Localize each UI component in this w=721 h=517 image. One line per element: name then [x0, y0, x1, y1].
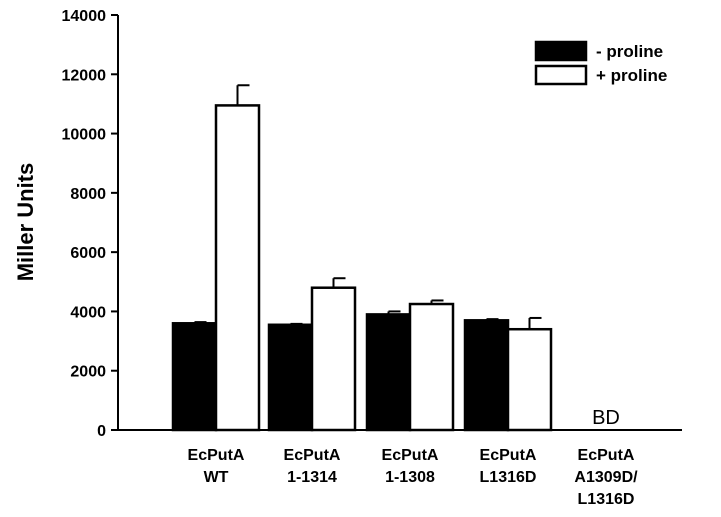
x-category-label: EcPutA A1309D/L1316D: [574, 447, 638, 508]
legend-entry-label: + proline: [596, 66, 667, 85]
bar-minus-proline: [267, 323, 314, 432]
y-tick-label: 4000: [70, 304, 106, 321]
y-tick-label: 12000: [62, 67, 107, 84]
legend-swatch: [534, 64, 588, 86]
annotation-bd: BD: [592, 407, 620, 429]
x-category-label: EcPutA L1316D: [480, 447, 537, 486]
bar-plus-proline: [310, 286, 357, 432]
x-category-label: EcPutA 1-1314: [284, 447, 341, 486]
y-tick-label: 6000: [70, 245, 106, 262]
bar-plus-proline: [214, 104, 261, 432]
y-tick-label: 2000: [70, 364, 106, 381]
y-tick-label: 10000: [62, 127, 107, 144]
legend-swatch: [534, 40, 588, 62]
legend: - proline + proline: [534, 40, 667, 86]
y-tick-label: 0: [97, 423, 106, 440]
y-tick-label: 8000: [70, 186, 106, 203]
bar-minus-proline: [171, 322, 218, 432]
legend-entry-label: - proline: [596, 42, 663, 61]
y-tick-label: 14000: [62, 8, 107, 25]
bar-plus-proline: [506, 327, 553, 432]
bar-minus-proline: [463, 319, 510, 432]
y-axis-label: Miller Units: [13, 163, 38, 282]
bar-plus-proline: [408, 302, 455, 432]
plot-area: 0 2000 4000 6000 8000 10000 12000 14000 EcPutA WT…: [62, 8, 682, 508]
x-category-label: EcPutA 1-1308: [382, 447, 439, 486]
x-category-label: EcPutA WT: [188, 447, 245, 486]
bar-minus-proline: [365, 313, 412, 432]
